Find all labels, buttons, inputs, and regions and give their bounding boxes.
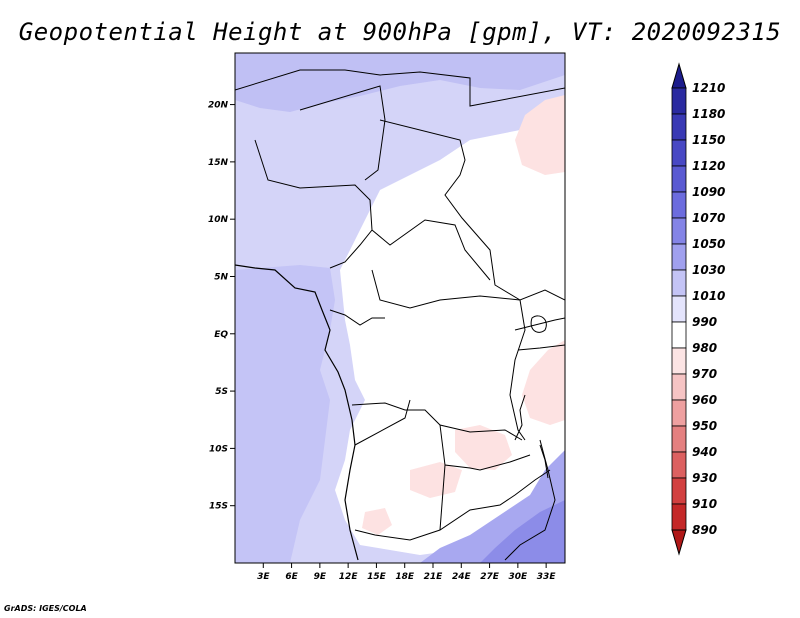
- lat-tick-label: 10N: [208, 215, 229, 225]
- lat-tick-label: 20N: [208, 101, 229, 111]
- border-line: [439, 424, 531, 471]
- lat-tick-label: 15N: [208, 158, 229, 168]
- colorbar-segment: [671, 425, 687, 453]
- colorbar-segment: [671, 269, 687, 297]
- border-line: [351, 402, 523, 441]
- colorbar-segment: [671, 503, 687, 531]
- colorbar-label: 890: [692, 523, 717, 537]
- lon-tick-label: 30E: [509, 572, 529, 582]
- colorbar-segment: [671, 321, 687, 349]
- coastline: [235, 264, 359, 561]
- border-line: [354, 399, 411, 446]
- colorbar: 1210 1180 1150 1120 1090 1070 1050 1030 1010 990 9…: [671, 62, 725, 556]
- colorbar-segment: [671, 347, 687, 375]
- colorbar-segment: [671, 165, 687, 193]
- lon-tick-label: 15E: [367, 572, 387, 582]
- border-line: [371, 219, 491, 281]
- field-region-990: [410, 462, 462, 498]
- border-line: [329, 309, 385, 326]
- field-region-990: [515, 95, 565, 175]
- colorbar-segment: [671, 451, 687, 479]
- colorbar-segment: [671, 139, 687, 167]
- colorbar-bottom-arrow: [671, 529, 687, 556]
- colorbar-segment: [671, 373, 687, 401]
- colorbar-segment: [671, 243, 687, 271]
- colorbar-segment: [671, 295, 687, 323]
- border-line: [299, 85, 386, 181]
- field-region-1070: [480, 500, 565, 563]
- height-field: [235, 53, 565, 563]
- field-region-1030: [235, 265, 335, 563]
- lat-tick-label: 15S: [209, 502, 228, 512]
- lon-tick-label: 18E: [395, 572, 415, 582]
- colorbar-label: 950: [692, 419, 717, 433]
- colorbar-label: 1050: [692, 237, 725, 251]
- colorbar-label: 1180: [692, 107, 725, 121]
- lake-line: [539, 444, 549, 479]
- colorbar-top-arrow: [671, 62, 687, 89]
- border-line: [514, 317, 565, 331]
- border-line: [439, 464, 446, 531]
- lake-line: [530, 315, 547, 333]
- colorbar-segment: [671, 87, 687, 115]
- colorbar-label: 1030: [692, 263, 725, 277]
- field-region-1030: [235, 53, 565, 112]
- colorbar-segment: [671, 399, 687, 427]
- lake-line: [514, 394, 526, 441]
- border-line: [371, 269, 521, 309]
- lat-tick-label: 10S: [209, 444, 228, 454]
- lon-tick-label: 21E: [424, 572, 444, 582]
- country-borders: [235, 69, 565, 561]
- colorbar-label: 1210: [692, 81, 725, 95]
- colorbar-label: 1150: [692, 133, 725, 147]
- field-region-990: [522, 340, 565, 425]
- field-region-990: [362, 508, 392, 535]
- colorbar-segment: [671, 477, 687, 505]
- colorbar-segment: [671, 113, 687, 141]
- lon-tick-label: 12E: [339, 572, 359, 582]
- border-line: [235, 69, 565, 107]
- lat-tick-label: 5S: [215, 387, 228, 397]
- lon-tick-label: 9E: [314, 572, 327, 582]
- border-line: [504, 439, 556, 561]
- border-line: [379, 119, 565, 301]
- border-line: [517, 344, 565, 351]
- border-line: [254, 139, 373, 269]
- lon-tick-label: 33E: [537, 572, 557, 582]
- colorbar-label: 1120: [692, 159, 725, 173]
- colorbar-label: 980: [692, 341, 717, 355]
- longitude-axis: 3E 6E 9E 12E 15E 18E 21E 24E 27E 30E 33E: [257, 563, 556, 582]
- colorbar-segment: [671, 191, 687, 219]
- border-line: [354, 469, 551, 541]
- lon-tick-label: 27E: [480, 572, 500, 582]
- colorbar-label: 1010: [692, 289, 725, 303]
- colorbar-label: 930: [692, 471, 717, 485]
- lat-tick-label: 5N: [214, 272, 228, 282]
- chart-title: Geopotential Height at 900hPa [gpm], VT:…: [18, 18, 782, 46]
- colorbar-segment: [671, 217, 687, 245]
- colorbar-label: 940: [692, 445, 717, 459]
- colorbar-label: 910: [692, 497, 717, 511]
- map-frame: [234, 52, 566, 564]
- lat-tick-label: EQ: [214, 330, 228, 340]
- colorbar-label: 1090: [692, 185, 725, 199]
- colorbar-label: 990: [692, 315, 717, 329]
- lon-tick-label: 6E: [285, 572, 298, 582]
- field-region-990: [455, 425, 512, 470]
- lon-tick-label: 3E: [257, 572, 270, 582]
- colorbar-label: 960: [692, 393, 717, 407]
- lon-tick-label: 24E: [452, 572, 472, 582]
- colorbar-label: 1070: [692, 211, 725, 225]
- colorbar-label: 970: [692, 367, 717, 381]
- latitude-axis: 20N 15N 10N 5N EQ 5S 10S 15S: [208, 101, 235, 512]
- footer-credit: GrADS: IGES/COLA: [4, 604, 87, 613]
